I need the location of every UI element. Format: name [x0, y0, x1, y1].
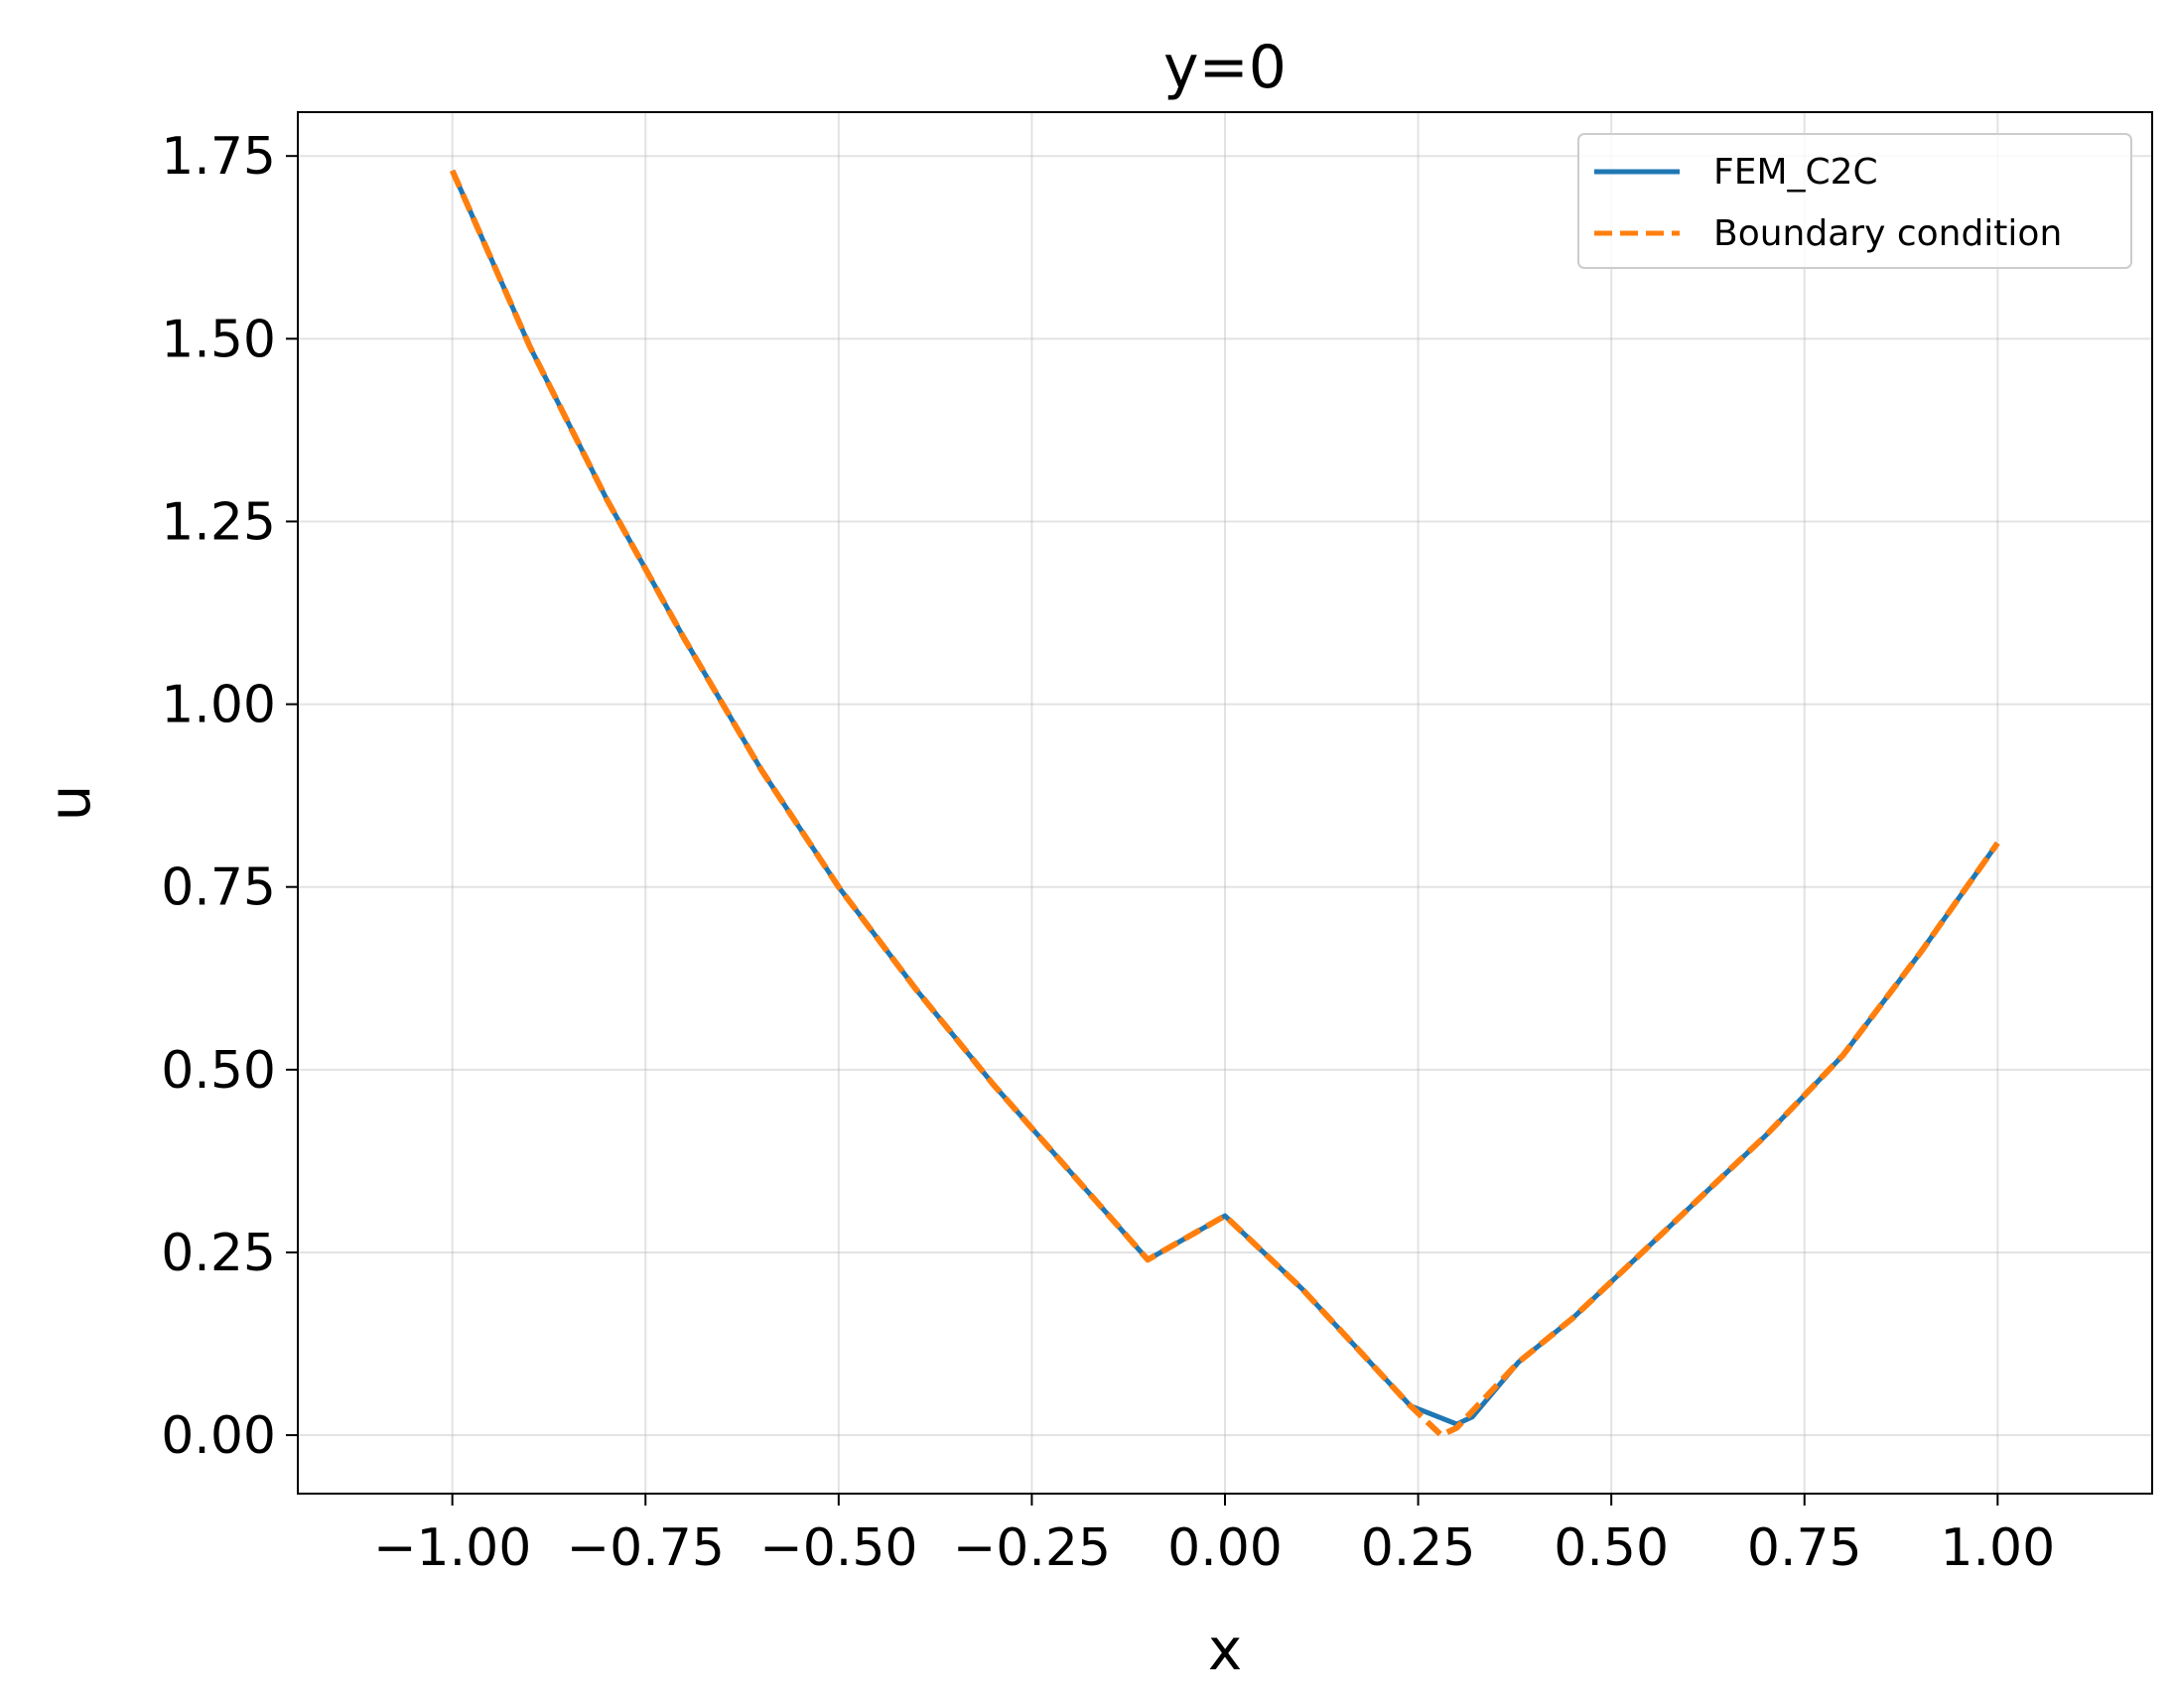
y-tick-label: 1.00 [161, 676, 276, 735]
x-tick-label: 0.00 [1167, 1518, 1283, 1578]
y-tick-label: 1.75 [161, 127, 276, 187]
x-tick-label: 0.50 [1554, 1518, 1669, 1578]
x-axis-label: x [1208, 1616, 1242, 1683]
y-tick-label: 0.50 [161, 1041, 276, 1101]
legend-label: FEM_C2C [1713, 152, 1878, 193]
y-tick-label: 0.00 [161, 1406, 276, 1466]
y-axis-label: u [36, 785, 103, 822]
legend-label: Boundary condition [1713, 213, 2062, 254]
grid [298, 112, 2152, 1494]
x-tick-label: 0.25 [1361, 1518, 1476, 1578]
x-tick-label: −0.25 [953, 1518, 1111, 1578]
series-layer [449, 169, 2000, 1439]
legend-box [1577, 133, 2132, 269]
legend: FEM_C2C Boundary condition [1577, 133, 2132, 269]
y-tick-label: 1.50 [161, 310, 276, 369]
y-tick-label: 0.75 [161, 858, 276, 918]
x-tick-label: −0.75 [567, 1518, 725, 1578]
y-tick-label: 1.25 [161, 492, 276, 552]
ticks: −1.00 −0.75 −0.50 −0.25 0.00 0.25 0.50 0.75 1.00… [161, 127, 2055, 1578]
x-tick-label: −0.50 [759, 1518, 917, 1578]
x-tick-label: −1.00 [373, 1518, 531, 1578]
x-tick-label: 0.75 [1747, 1518, 1862, 1578]
x-tick-label: 1.00 [1940, 1518, 2055, 1578]
series-line-boundary-condition [449, 169, 2000, 1439]
chart-title: y=0 [1163, 33, 1287, 102]
y-tick-label: 0.25 [161, 1224, 276, 1283]
